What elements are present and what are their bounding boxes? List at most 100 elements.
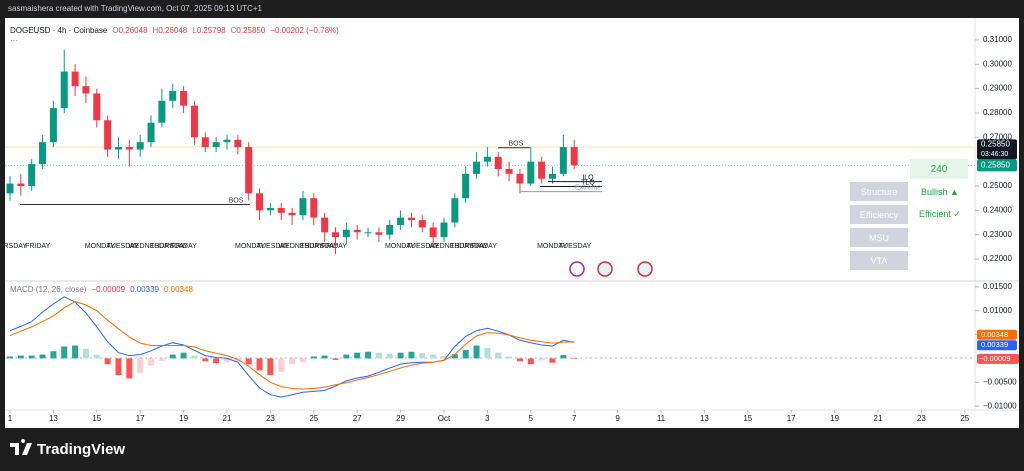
candle-body xyxy=(429,227,437,238)
macd-histogram-bar xyxy=(213,358,220,364)
macd-value-label: 0.00348 xyxy=(981,330,1008,339)
session-label: THURSDAY xyxy=(300,243,338,250)
session-label: THURSDAY xyxy=(450,243,488,250)
candle-body xyxy=(331,232,339,238)
signal-value: 0.00348 xyxy=(163,285,193,294)
macd-histogram-bar xyxy=(256,358,263,371)
session-label: MONDAY xyxy=(537,243,568,250)
macd-histogram-bar xyxy=(440,356,447,359)
x-tick-label: 25 xyxy=(309,414,318,423)
candle-body xyxy=(451,198,459,223)
macd-histogram-bar xyxy=(299,358,306,363)
macd-histogram-bar xyxy=(267,358,274,376)
panel-status: Bullish ▲ xyxy=(921,186,959,197)
macd-histogram-bar xyxy=(278,358,285,372)
panel-button: VTA xyxy=(850,251,908,270)
event-icon xyxy=(637,261,653,277)
candle-body xyxy=(473,161,481,174)
brand-text: TradingView xyxy=(37,441,125,458)
macd-histogram-bar xyxy=(397,352,404,359)
macd-histogram-bar xyxy=(17,355,24,359)
candle-body xyxy=(386,224,394,235)
macd-line xyxy=(9,296,575,398)
macd-histogram-bar xyxy=(462,349,469,359)
macd-histogram-bar xyxy=(115,358,122,376)
x-tick-label: Oct xyxy=(438,414,451,423)
ohlc-field: H0.26048 xyxy=(153,26,188,35)
candle-body xyxy=(266,207,274,211)
session-label: THURSDAY xyxy=(150,243,188,250)
macd-value-box xyxy=(977,340,1017,351)
ohlc-field: O0.26048 xyxy=(112,26,147,35)
x-tick-label: 3 xyxy=(485,414,490,423)
macd-histogram-bar xyxy=(408,351,415,359)
ohlc-value: 0.25850 xyxy=(236,26,266,35)
x-tick-label: 27 xyxy=(353,414,362,423)
candle-body xyxy=(375,232,383,235)
macd-histogram-bar xyxy=(365,351,372,359)
candle-body xyxy=(190,105,198,138)
macd-histogram-bar xyxy=(223,358,230,363)
candle-body xyxy=(527,161,535,184)
candle-body xyxy=(310,198,318,218)
ohlc-value: 0.25798 xyxy=(196,26,226,35)
panel-button: MSU xyxy=(850,228,908,247)
level-label: TLQ xyxy=(581,179,595,186)
candle-body xyxy=(39,142,47,165)
macd-legend: MACD (12, 26, close) −0.00009 0.00339 0.… xyxy=(10,285,193,294)
x-tick-label: 17 xyxy=(136,414,145,423)
x-tick-label: 23 xyxy=(266,414,275,423)
session-label: FRIDAY xyxy=(25,243,50,250)
candle-body xyxy=(505,168,513,174)
candle-body xyxy=(516,173,524,184)
x-tick-label: 19 xyxy=(179,414,188,423)
candle-body xyxy=(299,198,307,216)
candle-body xyxy=(407,217,415,221)
brand-logo: TradingView xyxy=(10,439,125,458)
macd-histogram-bar xyxy=(484,347,491,359)
y-tick-label: 0.23000 xyxy=(983,230,1012,239)
session-label: MONDAY xyxy=(385,243,416,250)
ohlc-key: L xyxy=(192,26,197,35)
symbol: DOGEUSD · 4h · Coinbase xyxy=(10,26,108,35)
macd-histogram-bar xyxy=(104,358,111,365)
logo-mark xyxy=(10,439,32,455)
x-tick-label: 17 xyxy=(787,414,796,423)
session-label: FRIDAY xyxy=(172,243,197,250)
x-tick-label: 7 xyxy=(572,414,577,423)
candle-body xyxy=(93,93,101,121)
y-tick-label: 0.22000 xyxy=(983,254,1012,263)
candle-body xyxy=(125,147,133,150)
candle-body xyxy=(397,217,405,225)
session-label: MONDAY xyxy=(235,243,266,250)
macd-histogram-bar xyxy=(516,358,523,362)
macd-histogram-bar xyxy=(72,345,79,359)
candle-body xyxy=(548,173,556,179)
macd-line xyxy=(9,301,575,390)
macd-histogram-bar xyxy=(332,358,339,360)
macd-value-box xyxy=(977,329,1017,340)
x-tick-label: 29 xyxy=(396,414,405,423)
x-tick-label: 21 xyxy=(874,414,883,423)
session-label: WEDNESDAY xyxy=(278,243,323,250)
session-label: WEDNESDAY xyxy=(128,243,173,250)
session-label: MONDAY xyxy=(85,243,116,250)
session-label: TUESDAY xyxy=(107,243,140,250)
candle-body xyxy=(158,100,166,123)
macd-histogram-bar xyxy=(310,356,317,359)
macd-histogram-bar xyxy=(126,358,133,379)
candle-body xyxy=(147,122,155,143)
price-box-dark xyxy=(977,139,1017,160)
candle-body xyxy=(136,142,144,150)
session-label: WEDNESDAY xyxy=(428,243,473,250)
macd-histogram-bar xyxy=(527,358,534,365)
x-tick-label: 13 xyxy=(49,414,58,423)
event-icons xyxy=(569,261,653,277)
x-tick-label: 11 xyxy=(657,414,666,423)
macd-histogram-bar xyxy=(419,353,426,359)
macd-histogram-bar xyxy=(549,358,556,363)
session-label: FRIDAY xyxy=(322,243,347,250)
candle-body xyxy=(245,147,253,194)
ohlc-value: 0.26048 xyxy=(158,26,188,35)
candle-body xyxy=(28,164,36,187)
